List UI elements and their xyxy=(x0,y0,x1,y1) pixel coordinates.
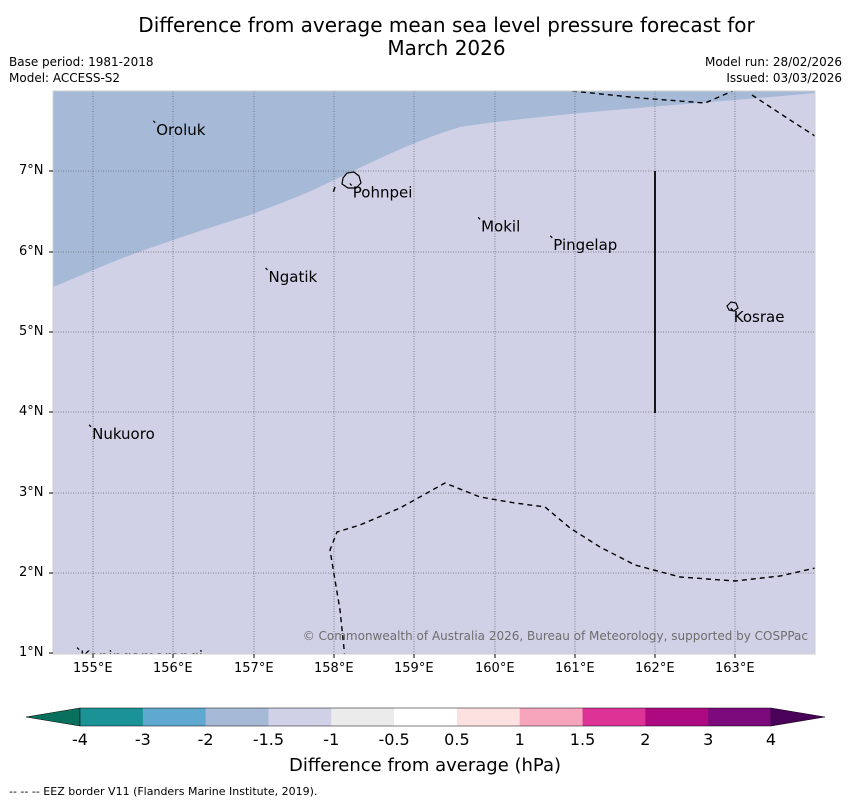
copyright-notice: © Commonwealth of Australia 2026, Bureau… xyxy=(303,629,808,643)
lon-label-162e: 162°E xyxy=(635,661,675,676)
axis-ticks xyxy=(49,170,736,658)
lat-label-3n: 3°N xyxy=(19,485,44,500)
model-name: Model: ACCESS-S2 xyxy=(9,71,121,85)
base-period: Base period: 1981-2018 xyxy=(9,55,154,69)
colorbar-segment xyxy=(519,708,583,726)
colorbar-under-arrow xyxy=(25,707,81,727)
chart-title: Difference from average mean sea level p… xyxy=(0,14,850,60)
place-label-pingelap: Pingelap xyxy=(553,236,617,254)
lon-label-160e: 160°E xyxy=(475,661,515,676)
island-mark xyxy=(152,120,156,124)
island-mark xyxy=(730,307,734,311)
island-marks xyxy=(76,120,734,650)
colorbar-segment xyxy=(268,708,332,726)
colorbar-over-arrow xyxy=(770,707,826,727)
island-mark xyxy=(349,183,353,186)
colorbar-tick-label: -4 xyxy=(72,730,88,749)
colorbar-tick-label: -0.5 xyxy=(378,730,410,749)
colorbar xyxy=(25,707,826,727)
colorbar-title: Difference from average (hPa) xyxy=(288,755,562,776)
issued-date: Issued: 03/03/2026 xyxy=(726,71,842,85)
island-mark xyxy=(88,424,92,428)
colorbar-segment xyxy=(708,708,772,726)
graticule xyxy=(53,91,815,654)
place-label-nukuoro: Nukuoro xyxy=(92,425,155,443)
colorbar-segment xyxy=(456,708,521,726)
place-label-kapingamarangi: Kapingamarangi xyxy=(80,648,203,666)
title-line-1: Difference from average mean sea level p… xyxy=(138,13,755,37)
model-run: Model run: 28/02/2026 xyxy=(704,55,842,69)
place-label-oroluk: Oroluk xyxy=(156,121,205,139)
colorbar-tick-label: -3 xyxy=(134,730,151,749)
colorbar-segment xyxy=(582,708,646,726)
colorbar-tick-label: 3 xyxy=(703,730,714,749)
place-label-pohnpei: Pohnpei xyxy=(353,183,413,201)
lon-label-161e: 161°E xyxy=(555,661,595,676)
lat-label-2n: 2°N xyxy=(19,565,44,580)
colorbar-tick-label: 4 xyxy=(765,730,777,749)
title-line-2: March 2026 xyxy=(387,36,506,60)
footer-note: -- -- -- EEZ border V11 (Flanders Marine… xyxy=(9,785,318,798)
place-label-kosrae: Kosrae xyxy=(734,308,785,326)
meta-right: Model run: 28/02/2026 Issued: 03/03/2026 xyxy=(705,54,842,86)
island-mark xyxy=(76,647,80,650)
colorbar-tick-label: -2 xyxy=(197,730,214,749)
lon-label-157e: 157°E xyxy=(234,661,274,676)
colorbar-frame xyxy=(79,707,772,727)
colorbar-segment xyxy=(331,708,395,726)
lon-label-158e: 158°E xyxy=(314,661,354,676)
lon-label-156e: 156°E xyxy=(153,661,193,676)
kosrae-island-icon xyxy=(726,301,739,312)
colorbar-tick-label: 0.5 xyxy=(444,730,470,749)
island-mark xyxy=(265,267,268,271)
pohnpei-island-icon xyxy=(341,171,362,189)
lat-label-6n: 6°N xyxy=(19,244,44,259)
colorbar-segment xyxy=(645,708,709,726)
colorbar-segment xyxy=(394,708,458,726)
meta-left: Base period: 1981-2018 Model: ACCESS-S2 xyxy=(9,54,154,86)
colorbar-tick-label: 2 xyxy=(640,730,651,749)
pressure-band-low xyxy=(53,91,815,287)
island-mark xyxy=(549,235,553,239)
lat-label-7n: 7°N xyxy=(19,163,44,178)
map-frame xyxy=(52,90,816,655)
lat-label-4n: 4°N xyxy=(19,404,44,419)
place-labels: Oroluk Pohnpei Mokil Pingelap Ngatik Kosrae Nu… xyxy=(80,121,785,666)
lon-label-155e: 155°E xyxy=(73,661,113,676)
place-label-mokil: Mokil xyxy=(481,217,520,235)
colorbar-tick-label: 1.5 xyxy=(569,730,596,749)
place-label-ngatik: Ngatik xyxy=(269,268,318,286)
colorbar-segment xyxy=(205,708,269,726)
colorbar-tick-label: 1 xyxy=(514,730,525,749)
eez-border xyxy=(329,91,815,654)
lon-label-163e: 163°E xyxy=(715,661,755,676)
colorbar-segment xyxy=(80,708,144,726)
colorbar-segment xyxy=(142,708,206,726)
lat-label-1n: 1°N xyxy=(19,645,44,660)
colorbar-tick-label: -1 xyxy=(323,730,340,749)
lat-label-5n: 5°N xyxy=(19,324,44,339)
colorbar-tick-label: -1.5 xyxy=(252,730,285,749)
island-mark xyxy=(477,216,481,220)
lon-label-159e: 159°E xyxy=(394,661,434,676)
